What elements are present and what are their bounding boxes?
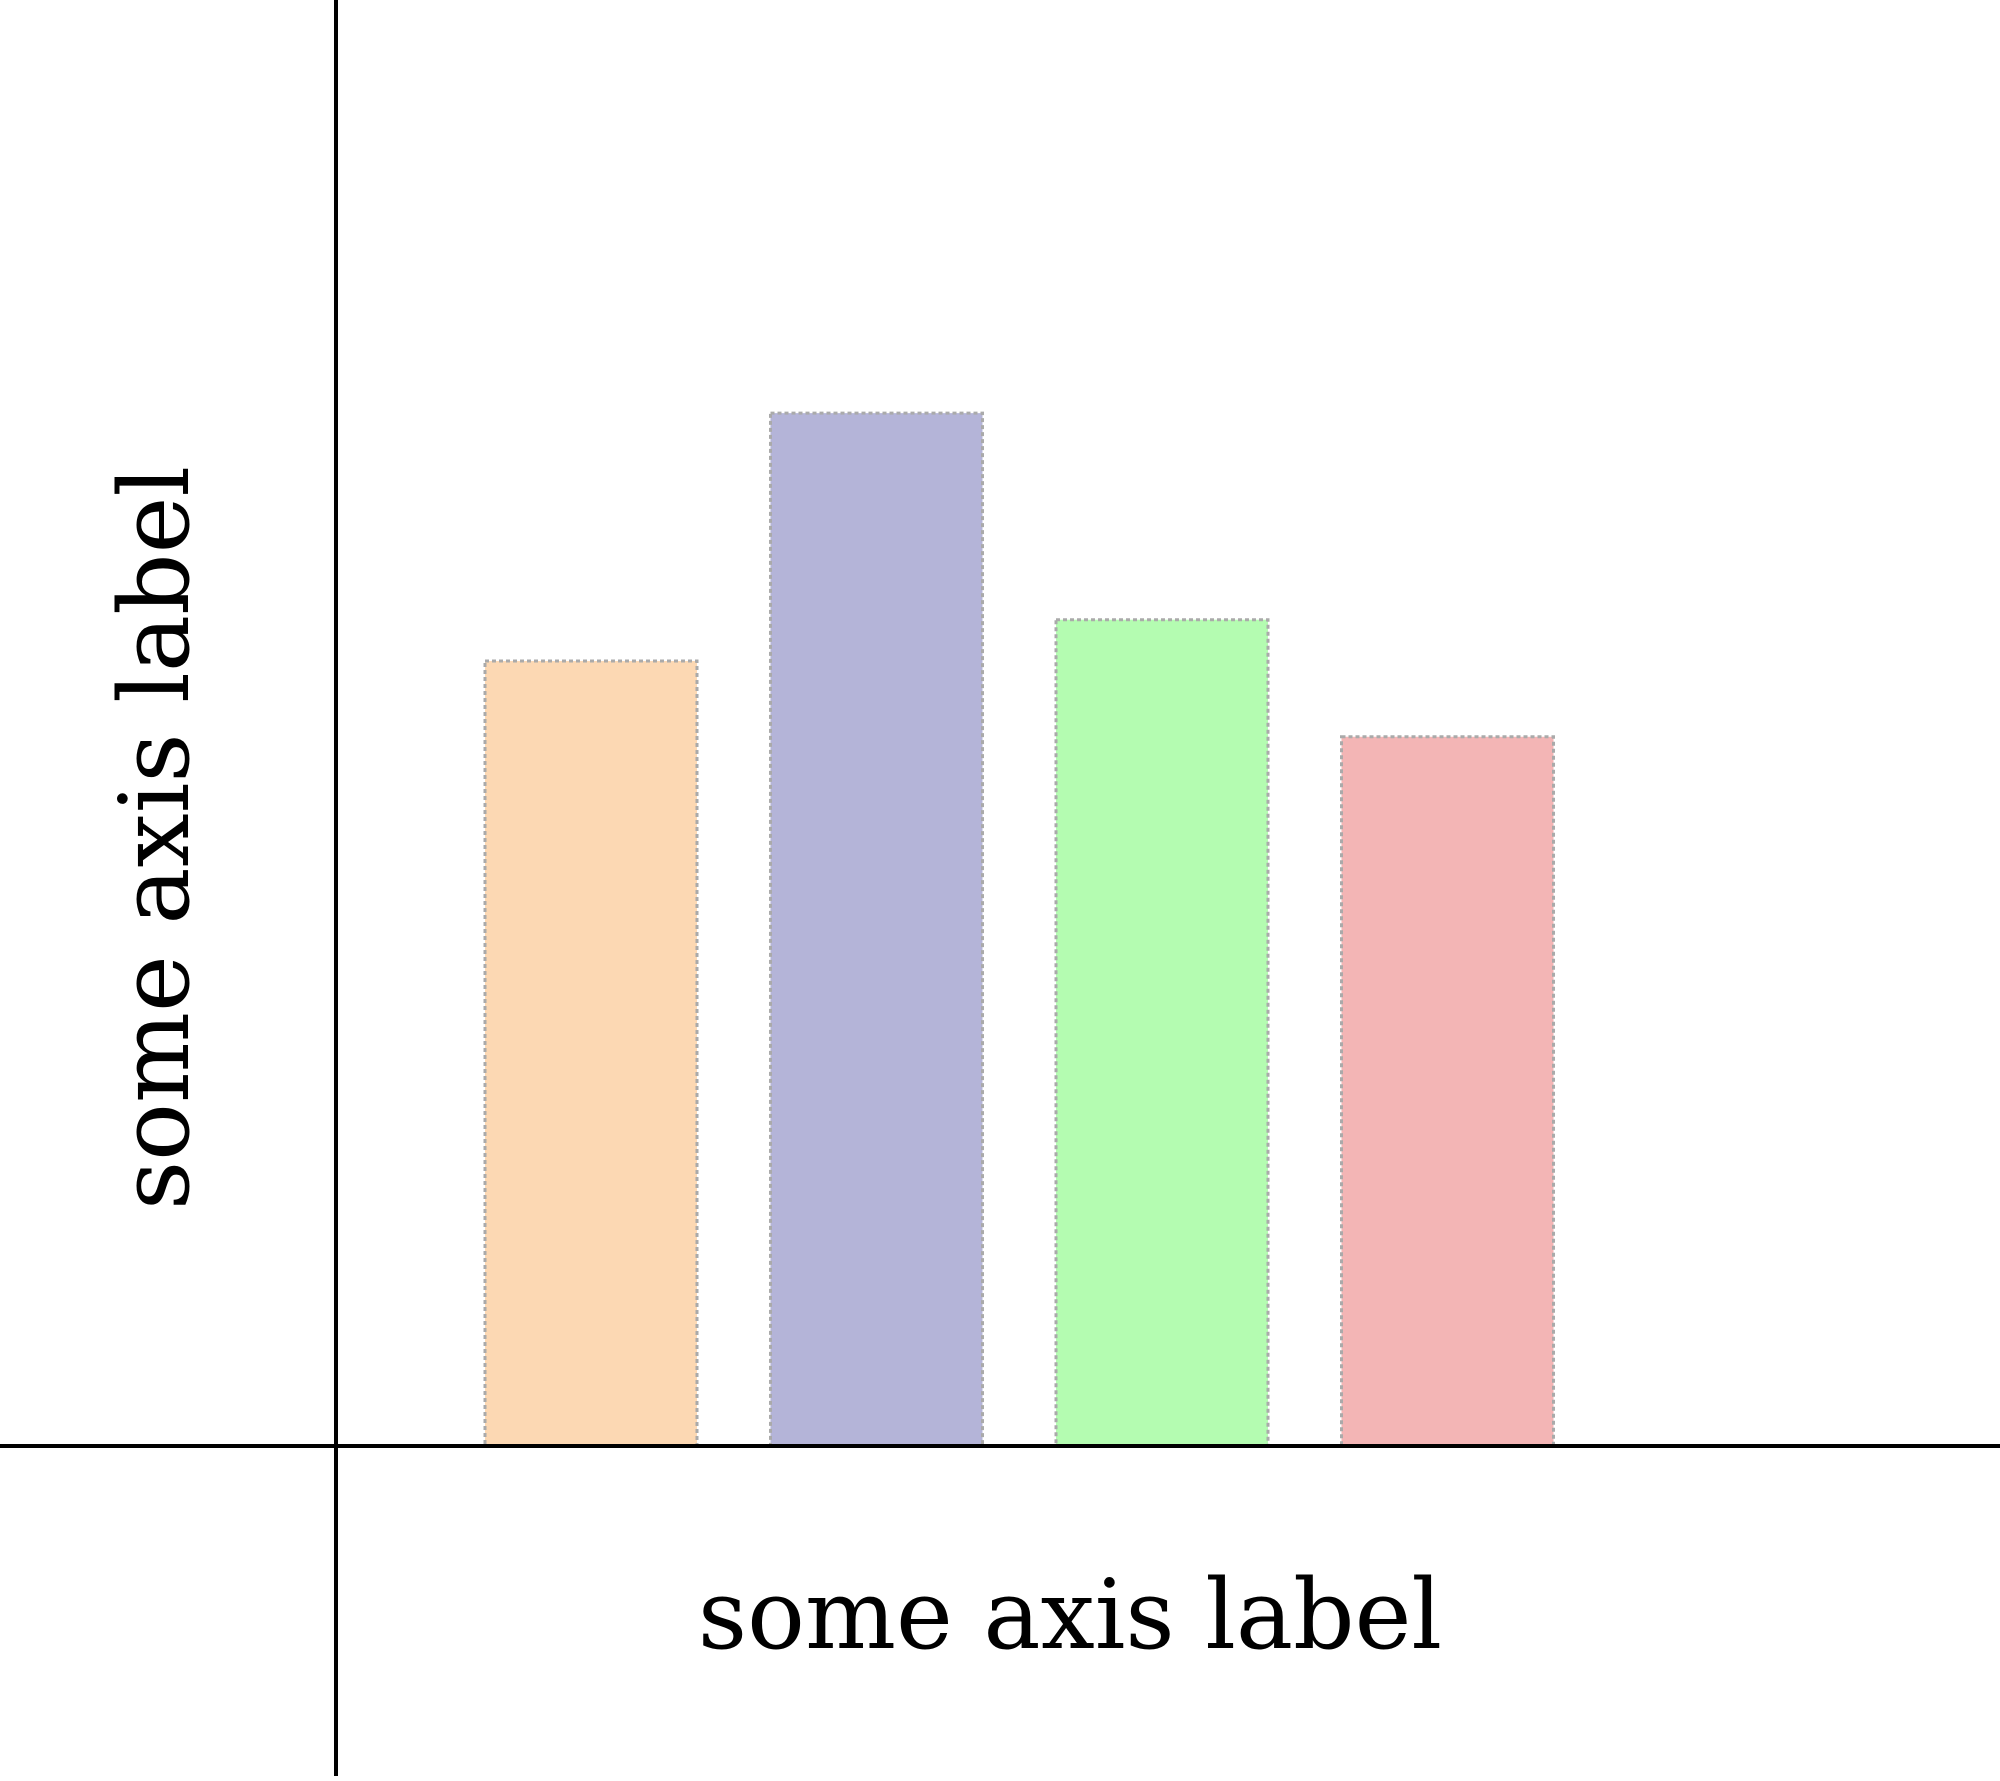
bars-layer <box>483 411 1555 1448</box>
bar-4 <box>1340 735 1555 1448</box>
bar-2 <box>769 411 984 1448</box>
y-axis-label: some axis label <box>99 466 211 1210</box>
bar-3 <box>1054 618 1270 1448</box>
bar-1 <box>483 659 699 1448</box>
x-axis-label: some axis label <box>698 1559 1442 1671</box>
